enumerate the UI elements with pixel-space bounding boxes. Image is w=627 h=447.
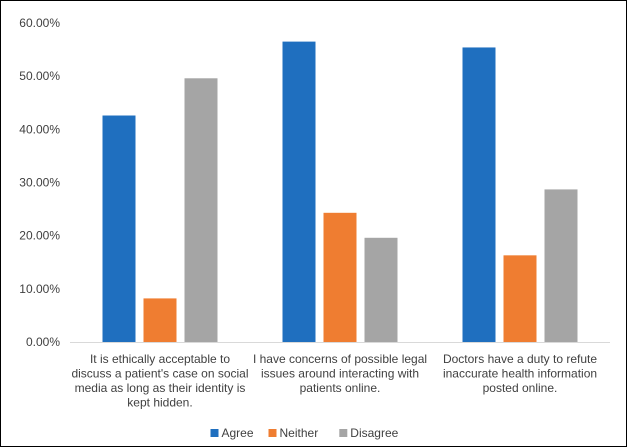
y-axis-ticks: 0.00% 10.00% 20.00% 30.00% 40.00% 50.00% 60.00… — [19, 16, 60, 349]
category-label-line: patients online. — [300, 381, 381, 395]
bar-neither — [143, 298, 177, 342]
y-tick-label: 60.00% — [19, 16, 60, 30]
category-label-line: I have concerns of possible legal — [253, 352, 427, 366]
category-label-line: It is ethically acceptable to — [90, 352, 230, 366]
y-tick-label: 10.00% — [19, 282, 60, 296]
legend-label-disagree: Disagree — [350, 426, 398, 440]
bar-agree — [282, 41, 316, 342]
bar-disagree — [544, 189, 578, 342]
category-labels: It is ethically acceptable to discuss a p… — [71, 352, 597, 410]
category-label-line: inaccurate health information — [443, 367, 597, 381]
category-label: Doctors have a duty to refute inaccurate … — [443, 352, 597, 395]
category-label: I have concerns of possible legal issues … — [253, 352, 427, 395]
category-label-line: issues around interacting with — [261, 367, 419, 381]
legend-label-neither: Neither — [280, 426, 319, 440]
category-label-line: media as long as their identity is — [75, 381, 246, 395]
bar-series — [102, 41, 578, 342]
bar-agree — [102, 115, 136, 342]
bar-neither — [323, 212, 357, 342]
y-tick-label: 0.00% — [26, 335, 60, 349]
y-tick-label: 20.00% — [19, 229, 60, 243]
legend-label-agree: Agree — [222, 426, 254, 440]
legend-swatch-disagree — [339, 429, 348, 437]
bar-disagree — [184, 78, 218, 342]
y-tick-label: 40.00% — [19, 122, 60, 136]
bar-neither — [503, 255, 537, 342]
y-tick-label: 50.00% — [19, 69, 60, 83]
category-label-line: kept hidden. — [127, 396, 192, 410]
y-tick-label: 30.00% — [19, 176, 60, 190]
category-label-line: Doctors have a duty to refute — [443, 352, 597, 366]
category-label-line: posted online. — [483, 381, 558, 395]
category-label-line: discuss a patient's case on social — [71, 367, 248, 381]
bar-disagree — [364, 237, 398, 342]
legend: Agree Neither Disagree — [210, 426, 399, 440]
legend-swatch-neither — [268, 429, 277, 437]
bar-agree — [462, 47, 496, 342]
category-label: It is ethically acceptable to discuss a p… — [71, 352, 248, 410]
legend-swatch-agree — [210, 429, 219, 437]
